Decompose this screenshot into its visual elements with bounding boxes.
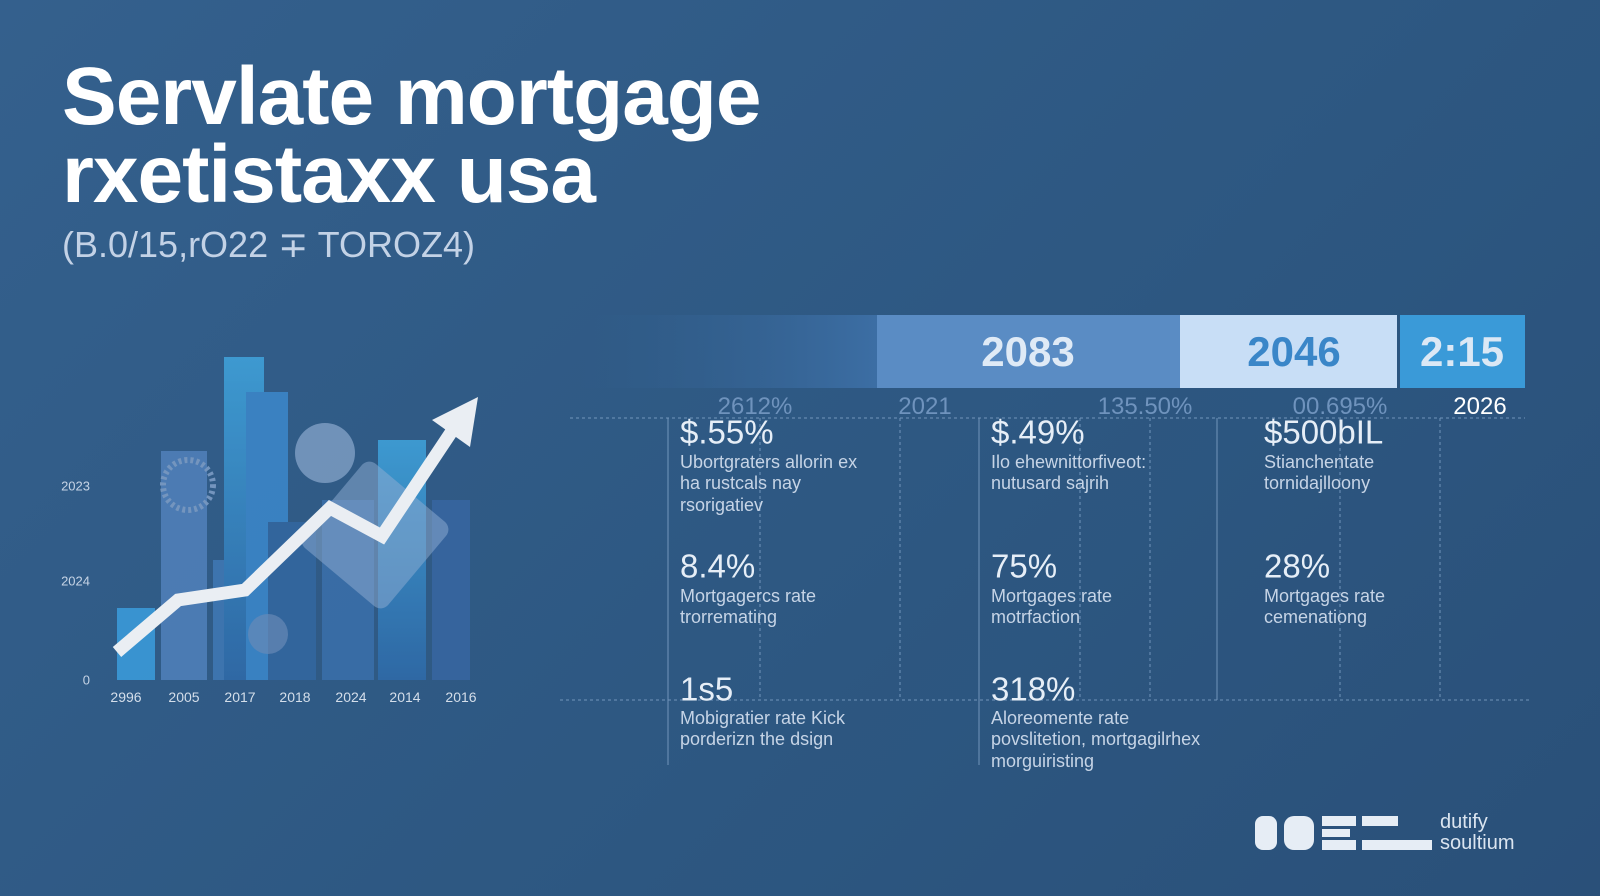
stat-text: Mortgages rate — [991, 586, 1113, 606]
stat-text: Aloreomente rate — [991, 708, 1130, 728]
stat-text: tornidajlloony — [1264, 473, 1371, 493]
stat-text: morguiristing — [991, 751, 1095, 771]
stat-value: $.55% — [680, 413, 774, 451]
x-label: 2016 — [445, 689, 477, 705]
x-label: 2017 — [224, 689, 256, 705]
timeline-label: 2612% — [717, 393, 793, 420]
stat-text: ha rustcals nay — [680, 473, 802, 493]
timeline-label: 2021 — [898, 393, 952, 420]
stat-text: Ilo ehewnittorfiveot: — [991, 452, 1147, 472]
stat-text: trorremating — [680, 607, 778, 627]
stat-value: 1s5 — [680, 670, 734, 708]
stat-value: $.49% — [991, 413, 1085, 451]
x-label: 2005 — [168, 689, 200, 705]
timeline-label: 2026 — [1453, 393, 1507, 420]
stat-value: 318% — [991, 670, 1076, 708]
stat-text: motrfaction — [991, 607, 1081, 627]
timeline-label: 135.50% — [1097, 393, 1193, 420]
segment-label: 2046 — [1247, 328, 1341, 375]
stat-text: Mobigratier rate Kick — [680, 708, 846, 728]
stat-text: povslitetion, mortgagilrhex — [991, 729, 1201, 749]
grid-lines — [560, 417, 1530, 765]
y-label: 2024 — [61, 573, 90, 589]
stat-text: Stianchentate — [1264, 452, 1375, 472]
x-label: 2014 — [389, 689, 421, 705]
stat-text: Ubortgraters allorin ex — [680, 452, 858, 472]
stat-text: rsorigatiev — [680, 495, 764, 515]
left-chart-decor — [112, 357, 478, 680]
stat-value: $500bIL — [1264, 413, 1384, 451]
stat-text: Mortgages rate — [1264, 586, 1386, 606]
stat-value: 28% — [1264, 547, 1331, 585]
x-label: 2024 — [335, 689, 367, 705]
stat-value: 8.4% — [680, 547, 756, 585]
stat-text: porderizn the dsign — [680, 729, 834, 749]
segment-label: 2:15 — [1419, 328, 1505, 375]
timeline-label: 00.695% — [1292, 393, 1388, 420]
stat-text: nutusard sajrih — [991, 473, 1110, 493]
subtitle: (B.0/15,rO22 ∓ TOROZ4) — [62, 224, 475, 265]
title-line: rxetistaxx usa — [62, 129, 596, 220]
logo-mark — [1255, 816, 1432, 850]
title-line: Servlate mortgage — [62, 51, 761, 142]
logo-text: soultium — [1440, 832, 1515, 854]
stat-text: cemenationg — [1264, 607, 1368, 627]
x-label: 2996 — [110, 689, 142, 705]
y-label: 0 — [82, 672, 90, 688]
stat-value: 75% — [991, 547, 1058, 585]
logo-text: dutify — [1440, 811, 1488, 833]
segment-label: 2083 — [981, 328, 1075, 375]
y-label: 2023 — [61, 478, 90, 494]
x-label: 2018 — [279, 689, 311, 705]
timeline-bar — [580, 315, 1525, 388]
stat-text: Mortgagercs rate — [680, 586, 817, 606]
